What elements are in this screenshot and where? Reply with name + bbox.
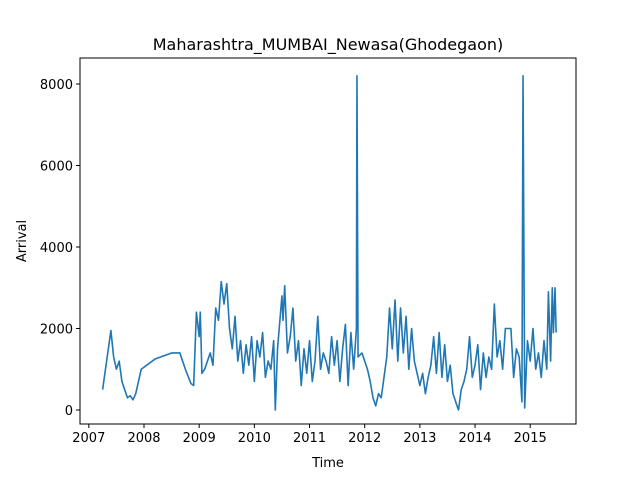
data-line bbox=[101, 75, 557, 411]
x-tick-label: 2015 bbox=[514, 431, 547, 446]
x-tick-label: 2010 bbox=[238, 431, 271, 446]
chart-title: Maharashtra_MUMBAI_Newasa(Ghodegaon) bbox=[153, 35, 504, 55]
x-tick-label: 2008 bbox=[127, 431, 160, 446]
y-tick-label: 6000 bbox=[40, 159, 73, 174]
x-tick-label: 2014 bbox=[458, 431, 491, 446]
x-tick-label: 2007 bbox=[72, 431, 105, 446]
x-tick-label: 2013 bbox=[403, 431, 436, 446]
x-tick-label: 2012 bbox=[348, 431, 381, 446]
y-tick-label: 2000 bbox=[40, 322, 73, 337]
x-axis-label: Time bbox=[311, 456, 344, 471]
x-tick-label: 2011 bbox=[293, 431, 326, 446]
y-axis-label: Arrival bbox=[15, 220, 30, 262]
y-tick-label: 4000 bbox=[40, 241, 73, 256]
y-tick-label: 0 bbox=[65, 404, 73, 419]
x-tick-label: 2009 bbox=[183, 431, 216, 446]
y-tick-label: 8000 bbox=[40, 78, 73, 93]
plot-frame bbox=[79, 57, 577, 425]
